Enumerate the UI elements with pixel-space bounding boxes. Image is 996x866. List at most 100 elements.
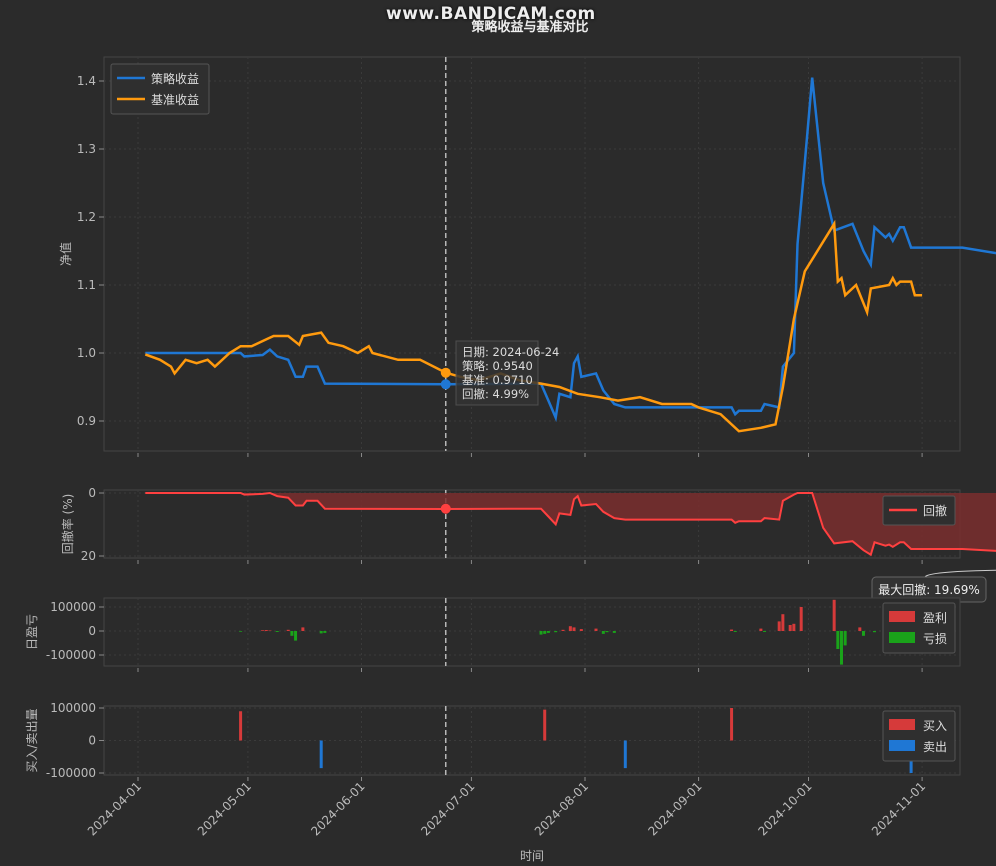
chart-title: 策略收益与基准对比: [471, 19, 588, 35]
loss-bar: [843, 631, 847, 646]
y-tick-label: 100000: [50, 701, 96, 715]
y-tick-label: 1.2: [77, 210, 96, 224]
x-axis-label: 时间: [520, 849, 544, 863]
x-tick-label: 2024-04-01: [85, 779, 144, 838]
y-tick-label: 0: [88, 624, 96, 638]
profit-bar: [730, 629, 734, 631]
legend-label: 盈利: [923, 611, 947, 625]
loss-bar: [290, 631, 294, 636]
loss-bar: [872, 631, 876, 633]
loss-bar: [319, 631, 323, 634]
axes-1: 0 20 回撤率 (%) 回撤: [60, 486, 996, 564]
y-tick-label: -100000: [46, 648, 96, 662]
legend-box: [110, 63, 210, 115]
profit-bar: [261, 630, 265, 631]
profit-bar: [561, 629, 565, 631]
loss-bar: [763, 631, 767, 632]
profit-bar: [799, 607, 803, 631]
drawdown-line: [145, 491, 996, 557]
tooltip-line: 策略: 0.9540: [462, 359, 533, 373]
legend-swatch: [889, 632, 915, 643]
legend-label: 买入: [923, 719, 947, 733]
annotation-arrow: [924, 569, 996, 579]
loss-bar: [546, 631, 550, 633]
sell-bar: [623, 740, 627, 769]
y-tick-label: 1.4: [77, 74, 96, 88]
loss-bar: [323, 631, 327, 633]
loss-bar: [539, 631, 543, 635]
tooltip-line: 回撤: 4.99%: [462, 387, 529, 401]
sell-bar: [319, 740, 323, 769]
profit-bar: [572, 627, 576, 631]
x-tick-label: 2024-08-01: [532, 779, 591, 838]
profit-bar: [568, 626, 572, 631]
buy-bar: [730, 708, 734, 741]
profit-bar: [579, 629, 583, 631]
y-tick-label: 0: [88, 734, 96, 748]
x-tick-label: 2024-07-01: [418, 779, 477, 838]
profit-bar: [286, 629, 290, 631]
x-tick-label: 2024-11-01: [869, 779, 928, 838]
profit-bar: [594, 628, 598, 631]
profit-bar: [777, 621, 781, 631]
profit-bar: [792, 623, 796, 631]
watermark: www.BANDICAM.com: [386, 4, 596, 24]
strategy-marker: [440, 379, 451, 390]
benchmark-marker: [440, 367, 451, 378]
x-tick-label: 2024-05-01: [195, 779, 254, 838]
loss-bar: [836, 631, 840, 649]
loss-bar: [239, 631, 243, 632]
legend-label: 亏损: [923, 632, 947, 646]
legend-swatch: [889, 719, 915, 730]
y-tick-label: 20: [81, 549, 96, 563]
profit-bar: [832, 599, 836, 631]
loss-bar: [733, 631, 737, 632]
y-axis-label: 买入/卖出量: [25, 708, 39, 772]
x-tick-label: 2024-10-01: [755, 779, 814, 838]
profit-bar: [264, 630, 268, 631]
loss-bar: [861, 631, 865, 636]
y-axis-label: 日盈亏: [25, 614, 39, 650]
loss-bar: [839, 631, 843, 665]
loss-bar: [554, 631, 558, 633]
buy-bar: [543, 709, 547, 741]
legend-swatch: [889, 740, 915, 751]
loss-bar: [275, 631, 279, 632]
y-tick-label: 100000: [50, 600, 96, 614]
profit-bar: [781, 614, 785, 631]
x-tick-label: 2024-09-01: [645, 779, 704, 838]
y-tick-label: 1.3: [77, 142, 96, 156]
legend-label: 回撤: [923, 503, 947, 518]
y-tick-label: -100000: [46, 766, 96, 780]
x-tick-label: 2024-06-01: [308, 779, 367, 838]
profit-bar: [301, 627, 305, 631]
buy-bar: [239, 711, 243, 741]
tooltip-line: 基准: 0.9710: [462, 373, 533, 387]
axes-frame: [103, 597, 961, 667]
tooltip-line: 日期: 2024-06-24: [462, 345, 559, 359]
y-axis-label: 净值: [58, 242, 73, 266]
loss-bar: [612, 631, 616, 633]
y-tick-label: 1.1: [77, 278, 96, 292]
y-tick-label: 0.9: [77, 414, 96, 428]
loss-bar: [605, 631, 609, 633]
axes-frame: [103, 705, 961, 776]
y-axis-label: 回撤率 (%): [60, 494, 75, 555]
profit-bar: [788, 625, 792, 631]
profit-bar: [759, 628, 763, 631]
legend-swatch: [889, 611, 915, 622]
y-tick-label: 1.0: [77, 346, 96, 360]
tooltip-box: [455, 340, 539, 406]
profit-bar: [858, 627, 862, 631]
drawdown-marker: [440, 503, 451, 514]
legend-label: 卖出: [923, 740, 947, 754]
legend-label: 基准收益: [151, 93, 199, 107]
legend-box: [882, 495, 956, 526]
loss-bar: [543, 631, 547, 634]
